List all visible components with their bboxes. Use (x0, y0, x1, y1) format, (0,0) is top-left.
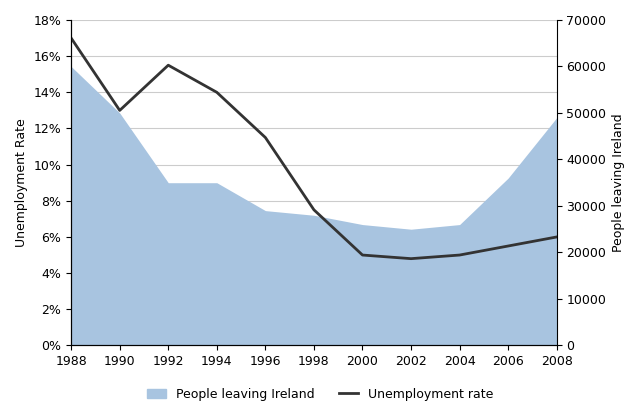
Legend: People leaving Ireland, Unemployment rate: People leaving Ireland, Unemployment rat… (141, 383, 499, 406)
Y-axis label: People leaving Ireland: People leaving Ireland (612, 113, 625, 252)
Y-axis label: Unemployment Rate: Unemployment Rate (15, 118, 28, 247)
